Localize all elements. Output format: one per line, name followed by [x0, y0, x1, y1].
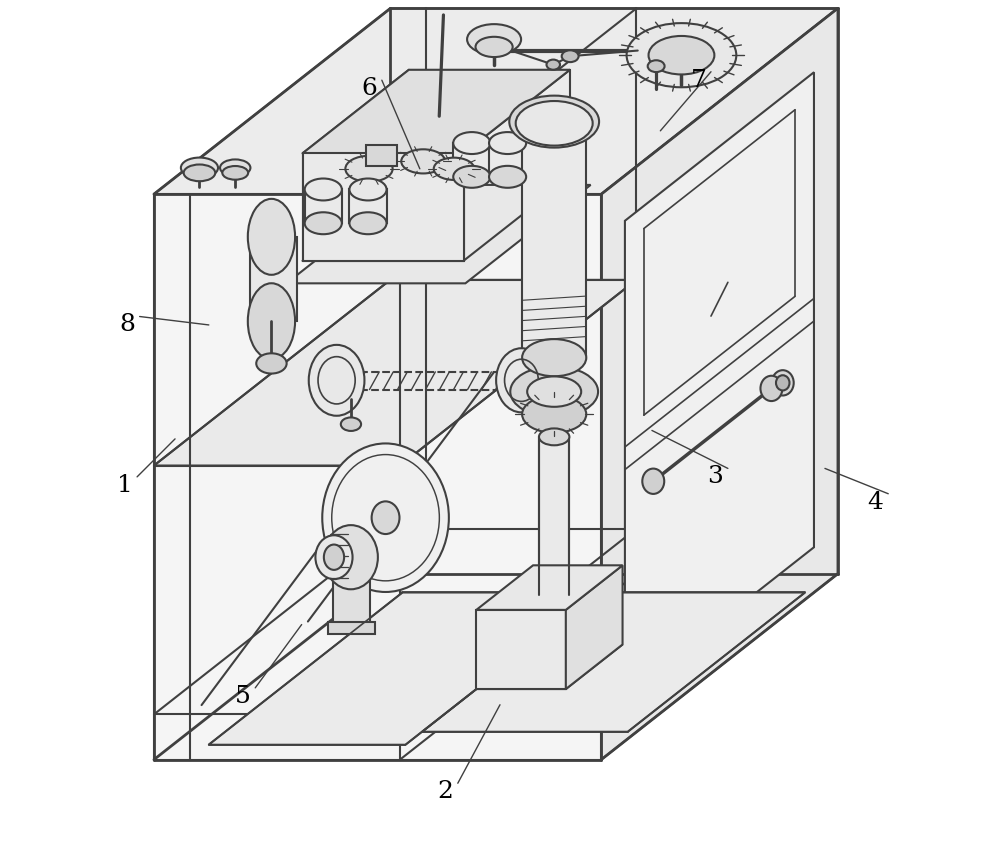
- Text: 4: 4: [868, 490, 884, 514]
- Ellipse shape: [324, 544, 344, 570]
- Polygon shape: [422, 592, 805, 732]
- Polygon shape: [625, 73, 814, 695]
- Ellipse shape: [539, 429, 569, 446]
- Ellipse shape: [649, 36, 714, 74]
- Ellipse shape: [341, 418, 361, 431]
- Bar: [328, 622, 375, 634]
- Polygon shape: [154, 8, 838, 194]
- Ellipse shape: [453, 165, 490, 187]
- Ellipse shape: [309, 345, 364, 416]
- Text: 8: 8: [119, 313, 135, 337]
- Polygon shape: [566, 565, 623, 689]
- Bar: [539, 437, 569, 595]
- Ellipse shape: [489, 165, 526, 187]
- Ellipse shape: [305, 213, 342, 234]
- Ellipse shape: [496, 349, 547, 413]
- Ellipse shape: [648, 60, 665, 72]
- Ellipse shape: [516, 101, 593, 146]
- Ellipse shape: [305, 179, 342, 201]
- Bar: [489, 143, 526, 176]
- Text: 7: 7: [690, 68, 706, 92]
- Bar: [250, 237, 297, 322]
- Ellipse shape: [547, 60, 560, 70]
- Ellipse shape: [627, 23, 736, 87]
- Ellipse shape: [522, 339, 586, 376]
- Polygon shape: [303, 154, 464, 261]
- Ellipse shape: [760, 376, 782, 401]
- Polygon shape: [303, 70, 570, 154]
- Ellipse shape: [220, 160, 250, 176]
- Polygon shape: [209, 592, 599, 744]
- Polygon shape: [476, 610, 566, 689]
- Ellipse shape: [509, 95, 599, 148]
- Ellipse shape: [256, 354, 287, 374]
- Ellipse shape: [248, 199, 295, 275]
- Ellipse shape: [772, 371, 794, 396]
- Text: 3: 3: [707, 465, 723, 489]
- Bar: [305, 190, 342, 223]
- Ellipse shape: [184, 165, 215, 181]
- Text: 5: 5: [235, 684, 251, 708]
- Ellipse shape: [181, 158, 218, 178]
- Polygon shape: [601, 8, 838, 760]
- Ellipse shape: [401, 149, 445, 173]
- Ellipse shape: [522, 396, 586, 433]
- Ellipse shape: [345, 156, 393, 181]
- Ellipse shape: [510, 366, 598, 417]
- Ellipse shape: [562, 51, 579, 62]
- Ellipse shape: [349, 213, 387, 234]
- Text: 1: 1: [117, 473, 132, 497]
- Ellipse shape: [322, 443, 449, 592]
- Ellipse shape: [489, 132, 526, 154]
- Polygon shape: [286, 185, 591, 284]
- Bar: [522, 126, 586, 358]
- Ellipse shape: [372, 501, 399, 534]
- Ellipse shape: [315, 535, 353, 579]
- Ellipse shape: [453, 132, 490, 154]
- Ellipse shape: [248, 284, 295, 360]
- Polygon shape: [154, 194, 601, 760]
- Text: 6: 6: [361, 77, 377, 100]
- Ellipse shape: [476, 37, 513, 57]
- Ellipse shape: [222, 166, 248, 180]
- Bar: [453, 143, 490, 176]
- Ellipse shape: [467, 24, 521, 55]
- Ellipse shape: [527, 376, 581, 407]
- Ellipse shape: [642, 468, 664, 494]
- Ellipse shape: [324, 525, 378, 589]
- Bar: [366, 145, 397, 165]
- Bar: [349, 190, 387, 223]
- Polygon shape: [476, 645, 623, 689]
- Ellipse shape: [522, 107, 586, 144]
- Ellipse shape: [349, 179, 387, 201]
- Text: 2: 2: [437, 780, 453, 803]
- Ellipse shape: [434, 158, 474, 180]
- Polygon shape: [154, 280, 636, 466]
- Ellipse shape: [776, 376, 789, 391]
- Bar: [333, 579, 370, 625]
- Polygon shape: [476, 565, 623, 610]
